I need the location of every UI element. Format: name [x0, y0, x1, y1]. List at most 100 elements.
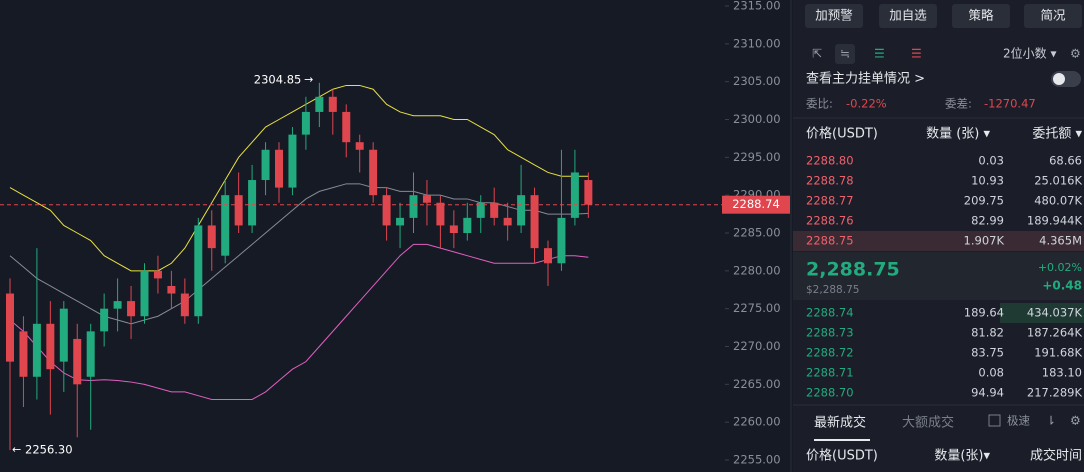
candle-body	[59, 308, 68, 362]
trade-header: 数量(张)▾	[934, 449, 990, 464]
candle-body	[167, 285, 176, 294]
candle-body	[382, 195, 391, 226]
bids-cell: 191.68K	[1034, 346, 1082, 360]
button-label[interactable]: 加预警	[815, 8, 853, 23]
icon[interactable]: ⇱	[812, 47, 822, 61]
trade-header: 价格(USDT)	[806, 448, 878, 464]
toggle-knob	[1053, 73, 1065, 85]
y-tick-label: 2260.00	[733, 415, 781, 429]
diff: -1270.47	[984, 97, 1036, 111]
decimals[interactable]: 2位小数 ▾	[1003, 46, 1056, 61]
link[interactable]: 查看主力挂单情况 >	[806, 71, 925, 87]
bids-cell: 187.264K	[1027, 326, 1083, 340]
candle-body	[100, 308, 109, 332]
button-label[interactable]: 策略	[968, 8, 994, 23]
tab[interactable]: 大额成交	[902, 415, 954, 431]
tab-active[interactable]: 最新成交	[814, 415, 866, 431]
icon[interactable]: ☰	[874, 47, 885, 61]
y-tick-label: 2305.00	[733, 74, 781, 88]
last-bg	[793, 252, 1084, 300]
button[interactable]	[805, 4, 863, 28]
candle-body	[396, 217, 405, 226]
candle-body	[207, 225, 216, 249]
candle-body	[328, 96, 337, 112]
trade-header: 成交时间	[1030, 448, 1082, 464]
y-tick-label: 2315.00	[733, 0, 781, 13]
y-tick-label: 2310.00	[733, 36, 781, 50]
candle-body	[463, 217, 472, 233]
asks-cell: 480.07K	[1034, 194, 1082, 208]
asks-cell: 68.66	[1049, 154, 1082, 168]
arrow: ←	[12, 443, 21, 456]
price-tag-label: 2288.74	[732, 197, 780, 211]
bids-cell: 83.75	[971, 346, 1004, 360]
candle-body	[19, 331, 28, 377]
low-label: 2256.30	[25, 443, 73, 457]
candle-body	[221, 195, 230, 256]
icon[interactable]: ⇂	[1046, 414, 1056, 428]
candle-body	[194, 225, 203, 317]
row-highlight	[793, 231, 1084, 251]
candle-body	[422, 195, 431, 203]
chart-bg	[0, 0, 790, 472]
bids-cell: 434.037K	[1027, 306, 1083, 320]
candle-body	[234, 195, 243, 226]
asks-cell: 2288.77	[806, 194, 854, 208]
candle-body	[449, 225, 458, 233]
icon-bg	[835, 44, 855, 64]
asks-cell: 209.75	[964, 194, 1004, 208]
band-line	[9, 84, 589, 272]
asks-cell: 4.365M	[1039, 234, 1082, 248]
candle-body	[32, 323, 41, 377]
icon[interactable]: ☰	[911, 47, 922, 61]
bids-cell: 189.64	[964, 306, 1004, 320]
book-header: 委托额 ▾	[1032, 127, 1082, 142]
change-pct: +0.02%	[1038, 261, 1082, 274]
candle-body	[261, 149, 270, 181]
asks-cell: 189.944K	[1027, 214, 1083, 228]
candle-body	[46, 323, 55, 370]
last-price: 2,288.75	[806, 259, 900, 281]
order-panel: ⇱ ≒ ☰ ☰ 2位小数 ▾ ⚙ 查看主力挂单情况 > 委比: -0.22% 委…	[793, 4, 1084, 464]
candle-body	[86, 331, 95, 377]
asks-cell: 1.907K	[964, 234, 1005, 248]
candle-body	[369, 149, 378, 196]
band-line	[9, 243, 589, 400]
checkbox[interactable]	[988, 414, 1001, 427]
price-tag	[722, 195, 790, 214]
y-tick-label: 2300.00	[733, 112, 781, 126]
bids-cell: 2288.71	[806, 366, 854, 380]
bids-cell: 2288.72	[806, 346, 854, 360]
depth-bar	[1000, 303, 1084, 323]
candle-body	[6, 293, 14, 362]
candle-body	[315, 96, 324, 112]
candle-body	[355, 142, 364, 150]
candle-body	[288, 134, 297, 188]
last-usd: $2,288.75	[806, 284, 859, 296]
button[interactable]	[879, 4, 937, 28]
icon[interactable]: ⚙	[1070, 414, 1081, 428]
candle-body	[517, 195, 526, 226]
button[interactable]	[952, 4, 1010, 28]
candle-body	[127, 301, 136, 317]
button-label[interactable]: 简况	[1040, 8, 1066, 23]
book-header: 价格(USDT)	[806, 126, 878, 142]
bids-cell: 217.289K	[1027, 386, 1083, 400]
chart: 2255.00 2260.00 2265.00 2270.00 2275.00 2280.…	[0, 0, 790, 467]
settings[interactable]: ⚙	[1070, 47, 1081, 61]
candle-body	[140, 270, 149, 317]
bids-cell: 81.82	[971, 326, 1004, 340]
asks-cell: 82.99	[971, 214, 1004, 228]
candle-body	[73, 338, 82, 385]
icon[interactable]: ≒	[840, 47, 850, 61]
candle-body	[342, 111, 351, 143]
button-label[interactable]: 加自选	[889, 8, 927, 23]
bids-cell: 94.94	[971, 386, 1004, 400]
y-tick-label: 2255.00	[733, 453, 781, 467]
candle-body	[503, 217, 512, 226]
candle-body	[557, 217, 566, 264]
candle-body	[476, 202, 485, 218]
asks-cell: 2288.76	[806, 214, 854, 228]
button[interactable]	[1024, 4, 1082, 28]
